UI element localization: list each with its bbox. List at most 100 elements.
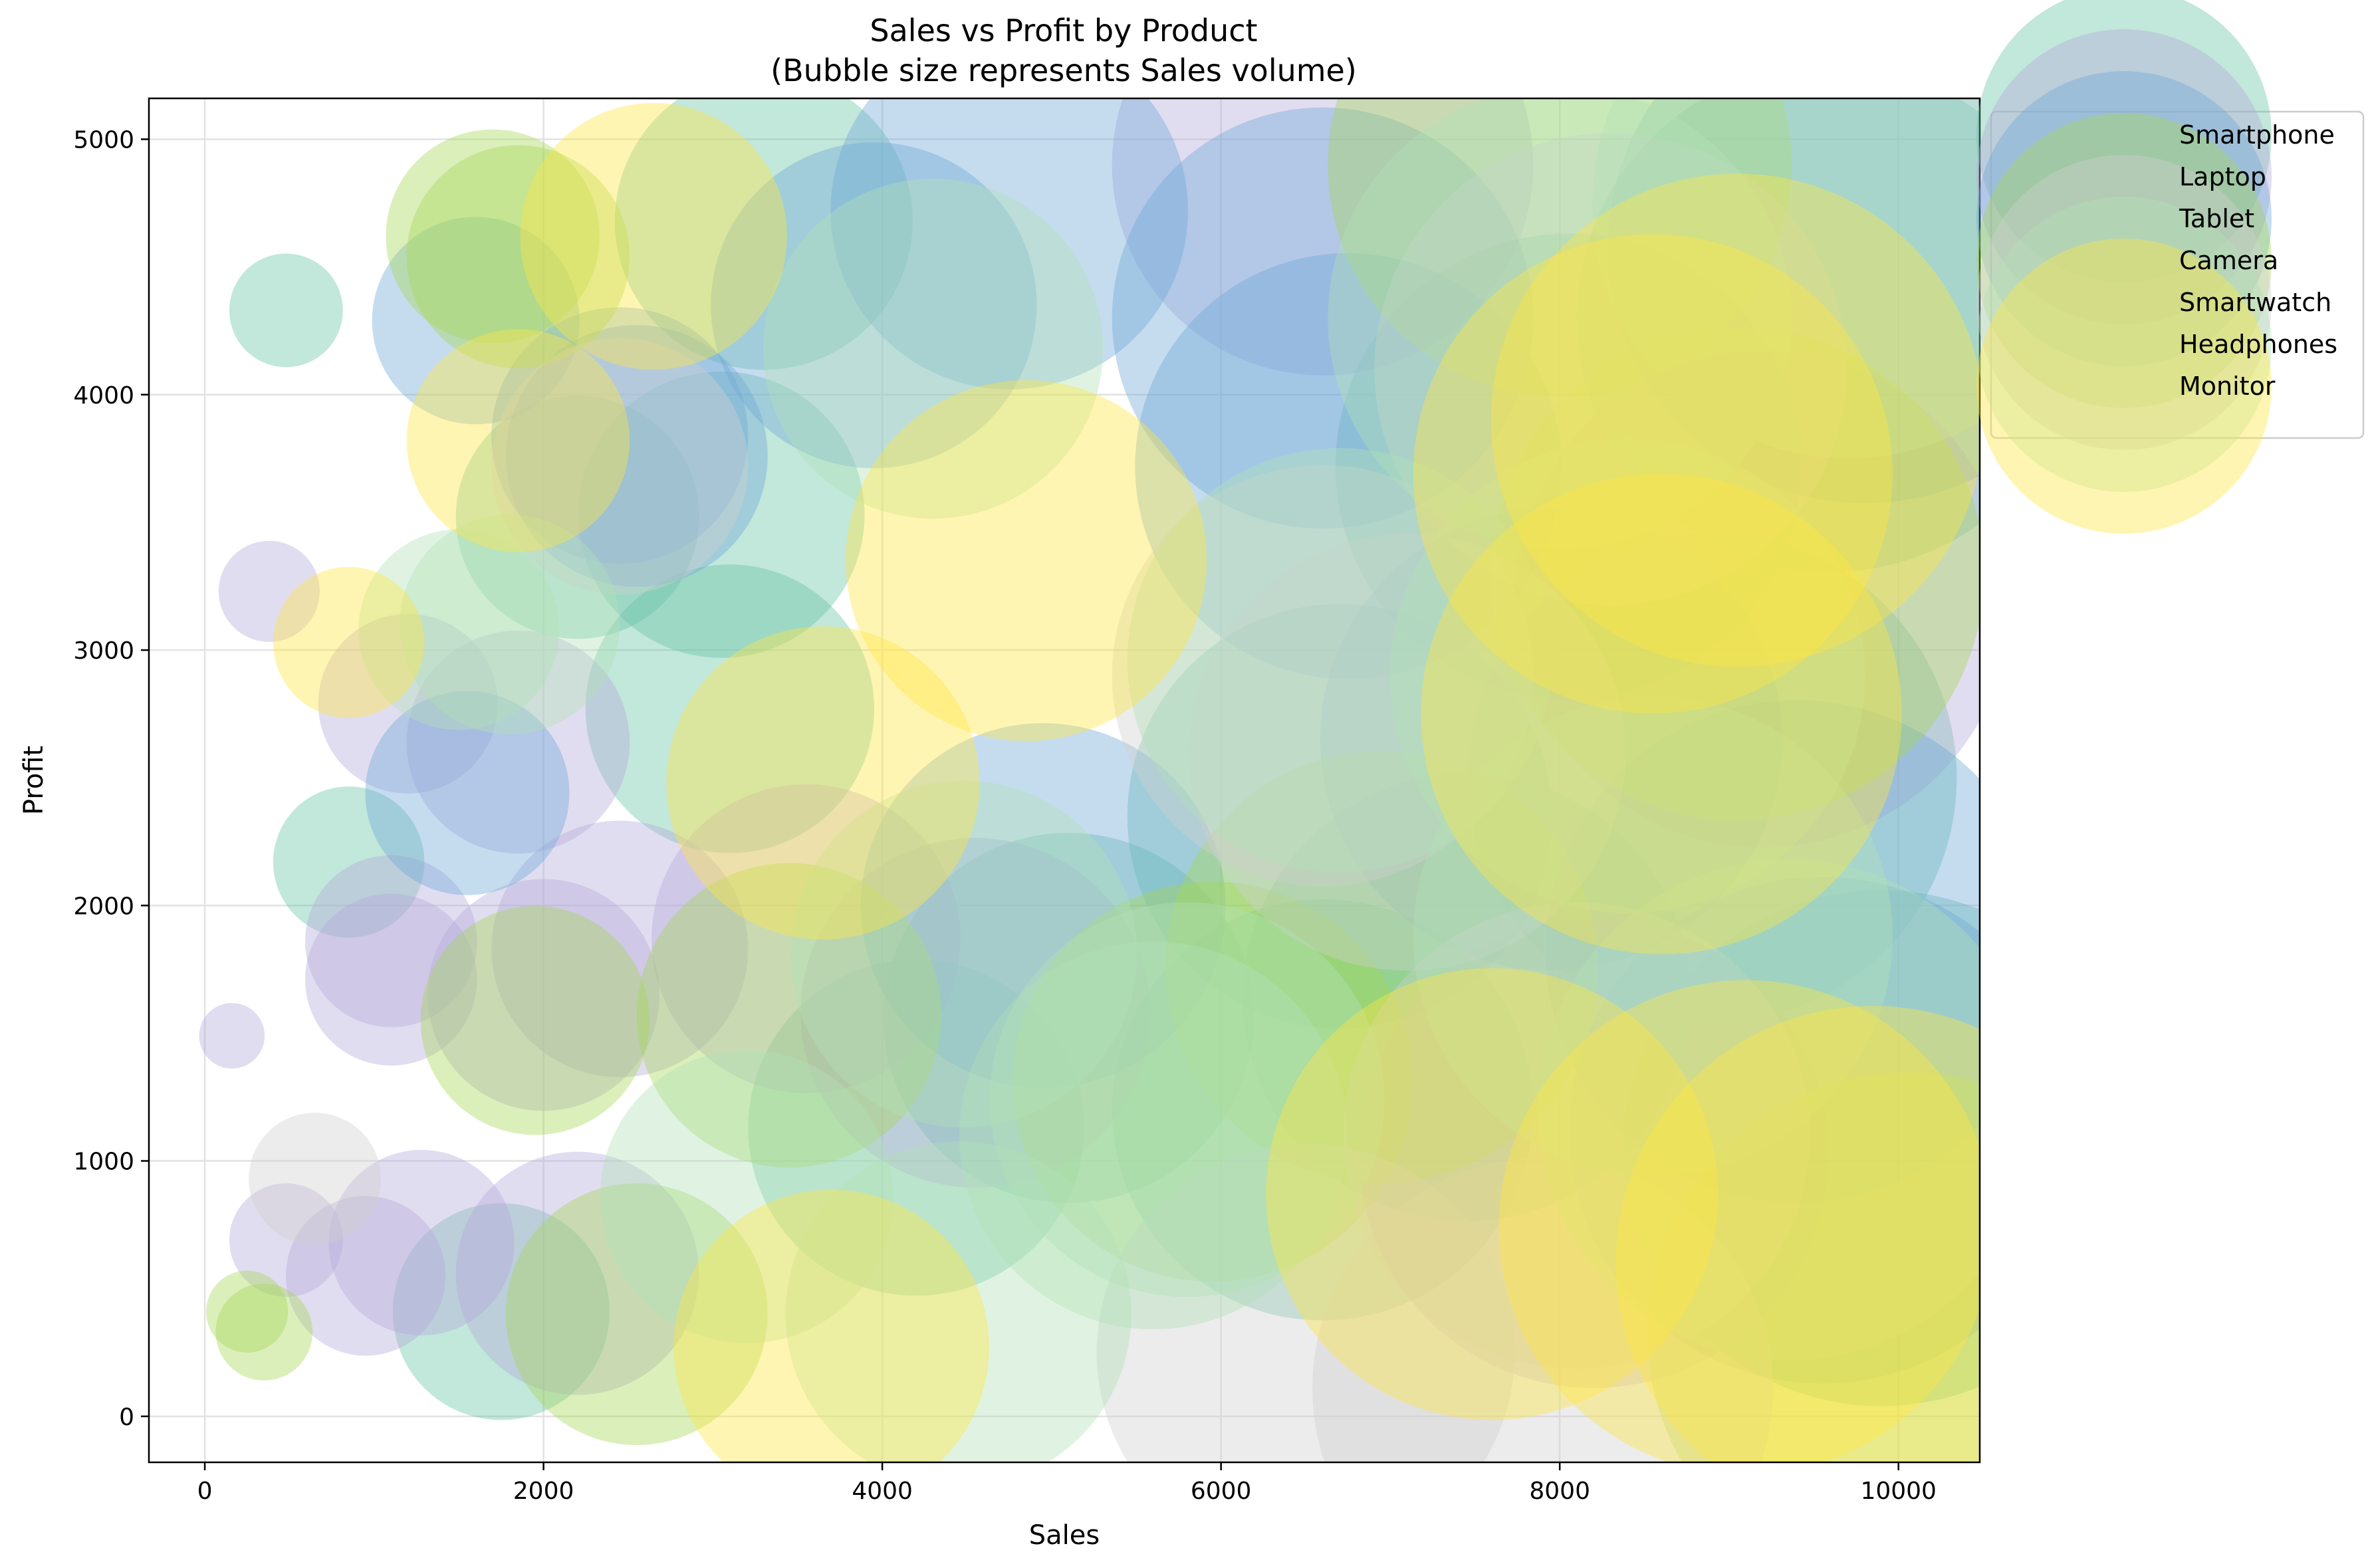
bubble-point [1374, 133, 1847, 606]
bubble-point [1490, 326, 1980, 820]
bubble-point [578, 371, 865, 658]
bubble-point [1320, 508, 1783, 971]
bubble-point [1127, 604, 1552, 1029]
bubble-point [830, 98, 1188, 390]
chart-subtitle: (Bubble size represents Sales volume) [771, 53, 1357, 88]
bubble-point [1413, 234, 1893, 714]
legend-marker [1976, 0, 2272, 282]
x-tick-label: 6000 [1191, 1478, 1252, 1505]
legend-label: Smartwatch [2179, 288, 2331, 317]
y-tick-label: 5000 [73, 126, 134, 154]
bubble-point [1012, 881, 1413, 1282]
bubble-point [328, 1149, 515, 1336]
bubble-point [406, 630, 630, 854]
bubble-point [1389, 438, 1865, 913]
legend-label: Laptop [2179, 162, 2266, 191]
x-tick-label: 0 [197, 1478, 213, 1505]
bubble-point [505, 1183, 768, 1446]
bubble-point [989, 902, 1385, 1297]
bubble-point [1538, 859, 1980, 1361]
bubble-point [1545, 700, 1980, 1203]
bubble-point [400, 514, 620, 735]
bubble-point [666, 626, 980, 940]
bubble-point [1592, 98, 1980, 459]
bubble-point [1498, 980, 1980, 1462]
bubble-point [285, 1196, 446, 1356]
legend-marker [1976, 197, 2272, 492]
bubble-point [614, 98, 913, 370]
x-tick-label: 4000 [852, 1478, 913, 1505]
legend-marker [1976, 113, 2272, 408]
y-axis-label: Profit [19, 746, 49, 815]
bubble-point [249, 1113, 382, 1245]
bubble-point [1647, 1072, 1980, 1462]
legend-label: Smartphone [2179, 120, 2335, 150]
bubble-point [1112, 98, 1534, 376]
legend-marker [1976, 155, 2272, 450]
bubble-point [1112, 899, 1534, 1321]
bubble-point [386, 129, 600, 344]
bubble-point [1328, 98, 1792, 550]
bubble-point [790, 780, 1137, 1128]
y-tick-label: 2000 [73, 893, 134, 920]
bubble-point [1623, 890, 1980, 1406]
bubble-point [273, 786, 425, 938]
bubble-point [229, 1183, 343, 1297]
x-tick-label: 10000 [1860, 1478, 1937, 1505]
x-tick-label: 8000 [1529, 1478, 1590, 1505]
grid-lines [149, 98, 1980, 1462]
legend-marker [1976, 239, 2272, 534]
y-tick-label: 0 [119, 1404, 134, 1431]
bubble-point [358, 529, 560, 730]
legend-label: Tablet [2179, 204, 2254, 233]
bubble-point [1490, 173, 1980, 667]
bubble-point [1135, 253, 1562, 679]
y-tick-label: 3000 [73, 637, 134, 665]
bubble-point [636, 863, 942, 1168]
bubble-point [1615, 1006, 1980, 1462]
bubble-point [406, 145, 630, 368]
bubble-point [199, 1002, 265, 1069]
bubble-point [1336, 233, 1801, 699]
legend-frame [1990, 110, 2365, 439]
bubble-point [1096, 1143, 1515, 1462]
bubble-point [1607, 98, 1980, 503]
bubble-point [491, 338, 749, 595]
bubble-point [406, 329, 630, 552]
x-axis-label: Sales [1029, 1520, 1100, 1551]
bubble-point [800, 838, 1151, 1188]
bubble-point [959, 941, 1348, 1329]
bubble-point [455, 395, 699, 639]
bubble-point [304, 855, 477, 1028]
bubble-point [785, 1141, 1131, 1462]
bubble-point [229, 253, 343, 368]
bubble-point [1127, 448, 1552, 873]
bubble-point [206, 1270, 289, 1353]
legend-label: Camera [2179, 246, 2278, 275]
legend: Smartphone Laptop Tablet Camera Smartwatch He… [1976, 0, 2365, 534]
bubble-point [748, 959, 1084, 1296]
bubble-point [1576, 98, 1980, 572]
bubble-layer [199, 98, 1980, 1462]
bubble-point [1358, 918, 1829, 1389]
bubble-point [420, 905, 650, 1135]
bubble-point [763, 178, 1104, 519]
bubble-point [1514, 350, 1980, 848]
bubble-point [1413, 696, 1893, 1176]
bubble-point [883, 832, 1254, 1203]
bubble-point [1421, 473, 1902, 954]
chart-title: Sales vs Profit by Product [870, 13, 1257, 49]
y-tick-label: 4000 [73, 382, 134, 409]
bubble-point [1112, 107, 1534, 529]
bubble-point [455, 1151, 699, 1395]
bubble-point [1112, 465, 1534, 887]
bubble-point [215, 1284, 313, 1381]
bubble-point [427, 879, 660, 1111]
bubble-point [1343, 902, 1810, 1369]
bubble-point [1467, 533, 1957, 1023]
bubble-point [711, 142, 1037, 469]
bubble-point [860, 723, 1226, 1088]
bubble-point [846, 380, 1207, 742]
